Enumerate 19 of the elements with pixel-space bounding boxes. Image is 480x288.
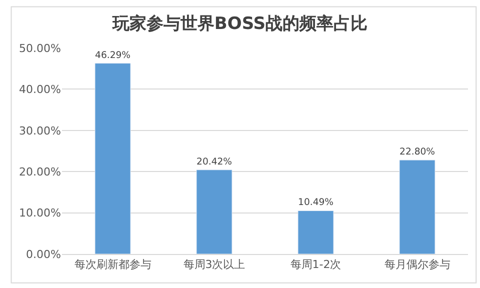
x-tick-label: 每周3次以上 xyxy=(183,258,246,272)
y-tick-label: 10.00% xyxy=(19,206,61,220)
y-tick-label: 0.00% xyxy=(26,248,61,261)
x-tick-label: 每次刷新都参与 xyxy=(74,258,152,272)
bar xyxy=(298,210,334,254)
x-tick-label: 每月偶尔参与 xyxy=(384,258,450,272)
y-tick-label: 50.00% xyxy=(19,42,61,55)
x-tick-label: 每周1-2次 xyxy=(290,258,342,272)
y-tick-label: 30.00% xyxy=(19,124,61,138)
y-tick-label: 20.00% xyxy=(19,165,61,178)
y-tick-label: 40.00% xyxy=(19,83,61,96)
bar xyxy=(399,160,436,254)
data-label: 46.29% xyxy=(95,50,131,61)
data-label: 22.80% xyxy=(400,146,436,158)
bar xyxy=(196,170,232,254)
chart-title: 玩家参与世界BOSS战的频率占比 xyxy=(111,14,368,34)
data-label: 10.49% xyxy=(298,197,334,208)
data-label: 20.42% xyxy=(196,156,232,168)
bar xyxy=(94,63,131,254)
